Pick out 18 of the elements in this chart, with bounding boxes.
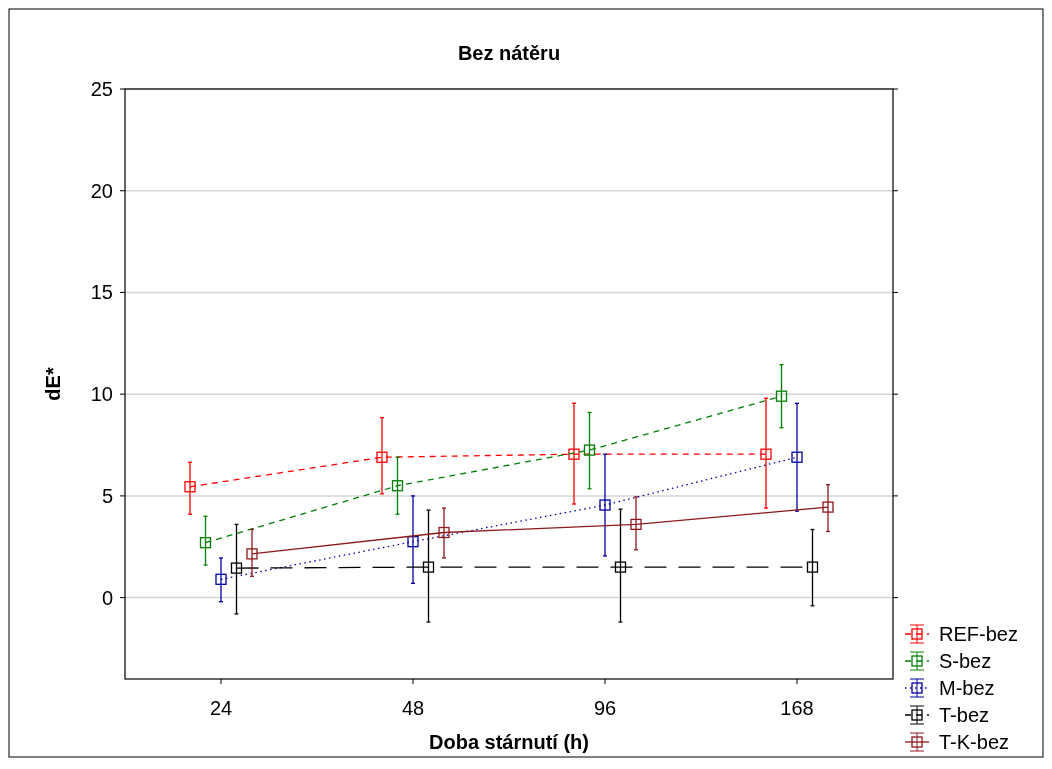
y-axis-title: dE* <box>42 367 64 401</box>
y-tick-label: 0 <box>101 586 113 609</box>
legend-label: REF-bez <box>939 623 1018 645</box>
legend-label: S-bez <box>939 650 992 672</box>
y-tick-label: 5 <box>101 484 113 507</box>
legend-label: T-bez <box>939 704 990 726</box>
x-tick-label: 48 <box>401 697 425 719</box>
y-tick-label: 15 <box>90 281 113 304</box>
y-tick-label: 10 <box>90 383 113 406</box>
y-tick-label: 20 <box>90 179 113 202</box>
x-axis-title: Doba stárnutí (h) <box>429 731 589 753</box>
legend-label: T-K-bez <box>939 731 1010 753</box>
y-tick-label: 25 <box>90 78 113 100</box>
x-tick-label: 168 <box>780 697 814 719</box>
chart-title: Bez nátěru <box>457 42 561 64</box>
x-tick-label: 24 <box>209 697 233 719</box>
legend-label: M-bez <box>939 677 995 699</box>
x-tick-label: 96 <box>593 697 617 719</box>
